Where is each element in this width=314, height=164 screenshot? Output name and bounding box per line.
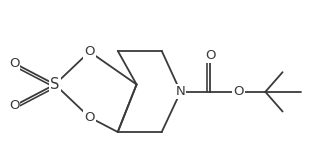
Text: O: O — [84, 111, 95, 124]
Text: N: N — [176, 85, 186, 98]
Text: O: O — [9, 57, 19, 70]
Text: O: O — [9, 99, 19, 112]
Text: O: O — [84, 45, 95, 58]
Text: O: O — [205, 49, 216, 62]
Text: S: S — [50, 77, 60, 92]
Text: O: O — [233, 85, 244, 98]
